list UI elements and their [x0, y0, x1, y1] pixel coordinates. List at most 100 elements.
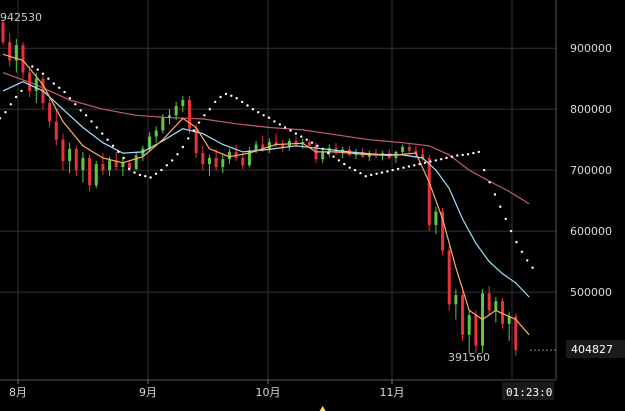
candle-body-10 [68, 148, 72, 162]
sar-dot-46 [251, 108, 255, 111]
candle-body-22 [148, 136, 152, 149]
x-axis: 8月 9月 10月 11月 [9, 380, 405, 399]
candle-63 [421, 148, 425, 162]
candle-body-64 [427, 157, 431, 226]
candle-59 [394, 150, 398, 163]
ma-long-line [2, 72, 530, 205]
sar-dot-72 [391, 168, 394, 172]
candle-71 [474, 310, 478, 354]
chart-grid [0, 0, 557, 381]
candle-body-60 [401, 146, 405, 152]
candle-21 [141, 145, 145, 162]
candle-body-12 [81, 157, 85, 171]
candle-body-30 [201, 153, 205, 165]
candle-body-16 [108, 160, 112, 171]
last-time-label: 01:23:0 [502, 382, 554, 400]
sar-dot-37 [203, 114, 206, 117]
sar-dot-74 [402, 166, 405, 169]
candle-12 [81, 151, 85, 183]
sar-dot-52 [283, 126, 287, 129]
candle-77 [514, 313, 518, 357]
sar-dot-70 [380, 171, 384, 174]
sar-dot-90 [488, 181, 491, 184]
candle-61 [407, 142, 411, 154]
candle-33 [221, 154, 225, 174]
y-axis: 900000 800000 700000 600000 500000 [570, 42, 612, 299]
candle-body-41 [274, 142, 278, 145]
candle-body-69 [461, 295, 465, 335]
candle-0 [1, 20, 5, 46]
sar-dot-24 [133, 171, 136, 174]
sar-dot-83 [450, 155, 454, 158]
sar-dot-47 [257, 111, 260, 114]
sar-dot-71 [386, 170, 389, 173]
candle-body-48 [321, 151, 325, 160]
sar-dot-27 [149, 176, 152, 179]
sar-dot-65 [353, 168, 357, 172]
sar-dot-8 [47, 77, 50, 80]
candle-28 [187, 95, 191, 134]
candle-body-19 [128, 162, 132, 169]
sar-dot-78 [423, 161, 427, 164]
candle-body-24 [161, 117, 165, 131]
sar-dot-4 [20, 89, 23, 93]
sar-dot-32 [176, 153, 179, 156]
sar-dot-88 [477, 150, 480, 154]
sar-dot-33 [181, 145, 185, 149]
last-price-text: 404827 [571, 343, 613, 356]
candle-64 [427, 154, 431, 232]
sar-dot-10 [58, 86, 61, 90]
sar-dot-58 [316, 144, 319, 147]
sar-dot-14 [79, 109, 82, 112]
sar-dot-55 [300, 135, 303, 138]
candle-25 [168, 109, 171, 125]
sar-dot-62 [337, 159, 341, 162]
candle-9 [61, 133, 65, 171]
y-tick-label-3: 600000 [570, 225, 612, 238]
candle-body-67 [447, 250, 451, 305]
sar-dot-77 [418, 162, 421, 166]
candle-23 [154, 126, 158, 143]
ma-short-path [2, 53, 530, 336]
y-tick-label-1: 800000 [570, 103, 612, 116]
candle-body-11 [74, 148, 78, 171]
candle-body-2 [14, 45, 18, 61]
sar-dot-7 [41, 72, 45, 76]
sar-dot-69 [375, 172, 378, 175]
candle-body-27 [181, 100, 185, 107]
sar-dot-96 [520, 250, 524, 253]
sar-dot-94 [509, 229, 513, 233]
ma-mid-line [2, 81, 530, 298]
sar-dot-38 [208, 108, 211, 111]
candle-55 [367, 150, 371, 162]
sar-dot-91 [493, 193, 497, 196]
candle-body-26 [174, 106, 178, 116]
candle-65 [434, 206, 438, 235]
candle-body-63 [421, 154, 425, 158]
candle-11 [74, 145, 78, 177]
sar-dot-23 [127, 167, 131, 171]
candle-body-15 [101, 164, 105, 171]
candle-29 [194, 124, 198, 158]
candle-48 [321, 148, 325, 163]
sar-dot-51 [278, 123, 281, 126]
sar-dot-11 [63, 90, 66, 94]
candle-26 [174, 101, 178, 121]
sar-dot-3 [14, 95, 18, 99]
sar-dot-41 [224, 92, 228, 96]
candle-body-46 [307, 142, 311, 146]
candle-4 [28, 66, 32, 97]
sar-dot-2 [9, 103, 12, 106]
candle-body-0 [1, 22, 5, 43]
candle-24 [161, 114, 165, 134]
candle-body-5 [34, 78, 38, 91]
candle-body-37 [247, 150, 251, 166]
sar-dot-61 [332, 155, 335, 158]
sar-dot-98 [531, 266, 534, 269]
candle-body-25 [168, 115, 171, 118]
candle-49 [327, 144, 331, 157]
x-tick-label-2: 10月 [256, 386, 281, 399]
candle-body-75 [501, 301, 504, 324]
candle-30 [201, 145, 205, 171]
